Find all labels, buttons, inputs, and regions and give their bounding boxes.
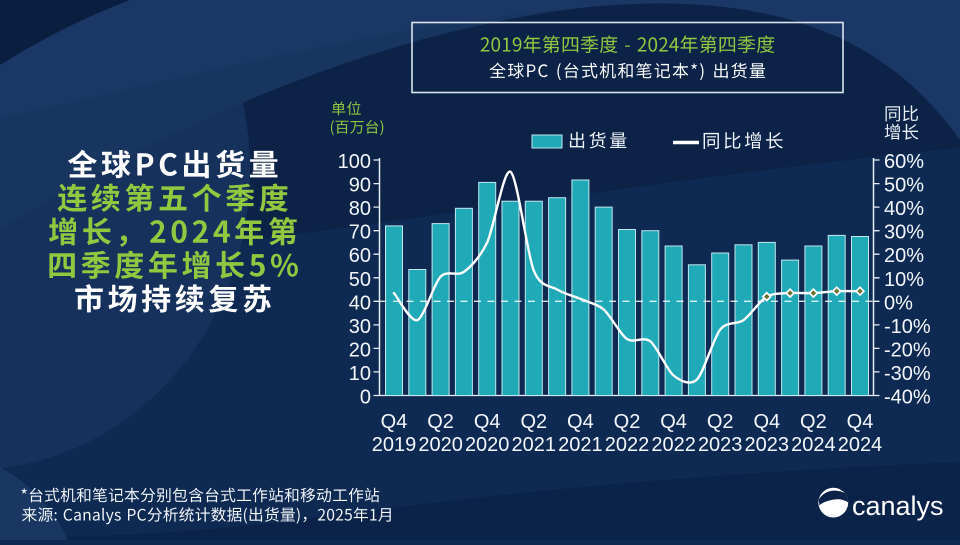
svg-text:10%: 10% <box>884 269 924 291</box>
svg-text:30: 30 <box>349 316 371 338</box>
svg-text:Q2: Q2 <box>614 411 641 433</box>
svg-text:40: 40 <box>349 292 371 314</box>
svg-text:70: 70 <box>349 222 371 244</box>
svg-text:50: 50 <box>349 269 371 291</box>
svg-text:10: 10 <box>349 363 371 385</box>
svg-text:Q4: Q4 <box>753 411 780 433</box>
svg-text:2020: 2020 <box>418 434 463 456</box>
svg-text:-40%: -40% <box>884 387 931 409</box>
svg-text:Q4: Q4 <box>847 411 874 433</box>
svg-text:40%: 40% <box>884 198 924 220</box>
svg-text:2021: 2021 <box>512 434 557 456</box>
svg-text:Q4: Q4 <box>567 411 594 433</box>
svg-text:Q4: Q4 <box>660 411 687 433</box>
svg-text:2023: 2023 <box>698 434 743 456</box>
svg-text:0%: 0% <box>884 292 913 314</box>
svg-text:50%: 50% <box>884 175 924 197</box>
svg-text:Q4: Q4 <box>381 411 408 433</box>
svg-text:80: 80 <box>349 198 371 220</box>
svg-text:Q2: Q2 <box>520 411 547 433</box>
svg-text:2022: 2022 <box>605 434 650 456</box>
svg-text:-30%: -30% <box>884 363 931 385</box>
svg-text:Q2: Q2 <box>427 411 454 433</box>
svg-text:2024: 2024 <box>791 434 836 456</box>
svg-text:Q4: Q4 <box>474 411 501 433</box>
svg-text:-20%: -20% <box>884 339 931 361</box>
svg-text:Q2: Q2 <box>800 411 827 433</box>
svg-text:0: 0 <box>360 387 371 409</box>
svg-text:2023: 2023 <box>745 434 790 456</box>
svg-text:2024: 2024 <box>838 434 883 456</box>
svg-text:2019: 2019 <box>372 434 417 456</box>
svg-text:Q2: Q2 <box>707 411 734 433</box>
svg-text:canalys: canalys <box>852 491 944 521</box>
svg-text:2022: 2022 <box>651 434 696 456</box>
svg-text:60: 60 <box>349 245 371 267</box>
svg-text:-10%: -10% <box>884 316 931 338</box>
svg-text:30%: 30% <box>884 222 924 244</box>
svg-text:20%: 20% <box>884 245 924 267</box>
svg-text:60%: 60% <box>884 151 924 173</box>
svg-text:2020: 2020 <box>465 434 510 456</box>
svg-text:2021: 2021 <box>558 434 603 456</box>
svg-text:20: 20 <box>349 339 371 361</box>
svg-text:90: 90 <box>349 175 371 197</box>
svg-text:100: 100 <box>338 151 371 173</box>
